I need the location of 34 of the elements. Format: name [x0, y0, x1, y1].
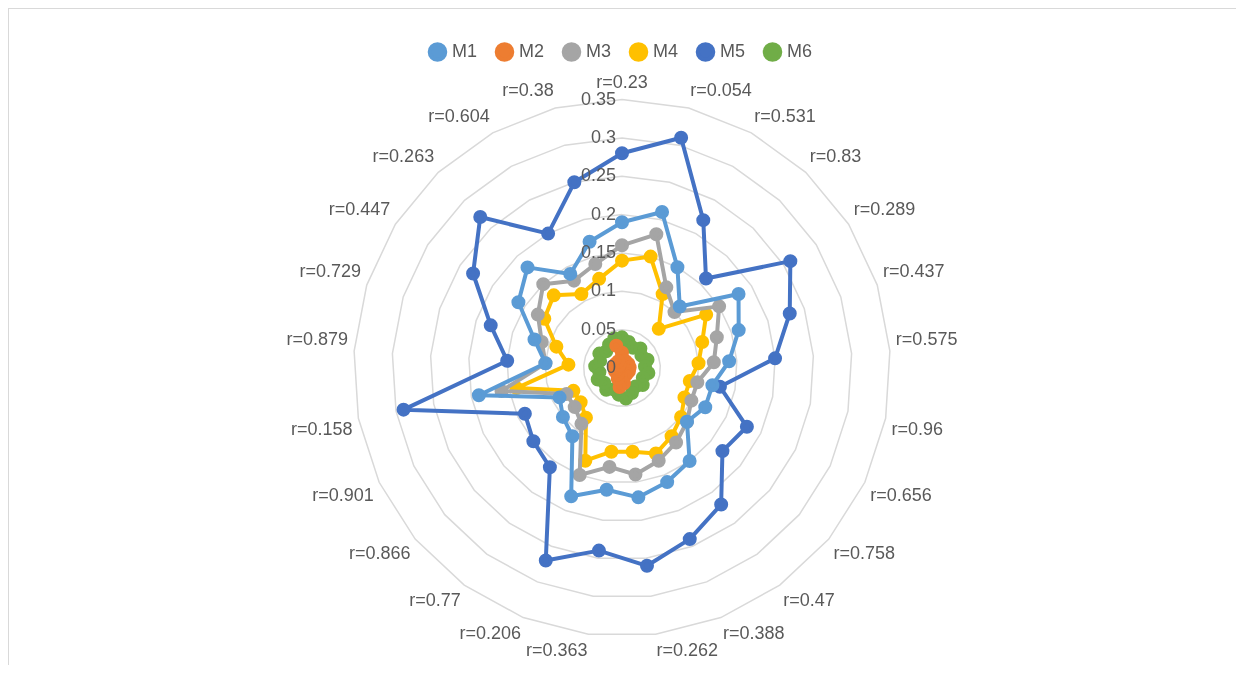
legend-label: M2 [518, 40, 545, 61]
spoke-label: r=0.77 [409, 589, 461, 610]
spoke-label: r=0.531 [754, 105, 816, 126]
spoke-label: r=0.158 [290, 419, 353, 440]
spoke-label: r=0.262 [656, 640, 718, 661]
y-tick-label: 0.1 [590, 280, 616, 301]
spoke-label: r=0.879 [286, 328, 349, 349]
spoke-label: r=0.758 [833, 542, 895, 563]
spoke-label: r=0.054 [690, 80, 752, 101]
spoke-label: r=0.47 [783, 589, 835, 610]
spoke-label: r=0.901 [312, 484, 374, 505]
spoke-label: r=0.263 [372, 146, 435, 167]
spoke-label: r=0.96 [891, 419, 944, 440]
legend-label: M1 [451, 40, 477, 61]
spoke-label: r=0.447 [328, 199, 391, 220]
y-tick-label: 0.2 [590, 203, 616, 224]
legend-label: M3 [586, 40, 612, 61]
spoke-label: r=0.363 [526, 640, 588, 661]
spoke-label: r=0.604 [428, 105, 490, 126]
legend-label: M4 [653, 40, 679, 61]
legend-label: M6 [787, 40, 813, 61]
y-tick-label: 0.05 [580, 318, 616, 339]
spoke-label: r=0.656 [870, 484, 932, 505]
spoke-label: r=0.866 [349, 542, 411, 563]
spoke-label: r=0.575 [895, 328, 958, 349]
y-tick-label: 0.3 [590, 126, 616, 147]
spoke-label: r=0.289 [853, 199, 916, 220]
legend-label: M5 [720, 40, 746, 61]
spoke-label: r=0.437 [882, 261, 945, 282]
spoke-label: r=0.38 [502, 80, 554, 101]
spoke-label: r=0.729 [299, 261, 362, 282]
spoke-label: r=0.83 [809, 146, 862, 167]
spoke-label: r=0.388 [723, 622, 785, 643]
spoke-label: r=0.206 [459, 622, 521, 643]
